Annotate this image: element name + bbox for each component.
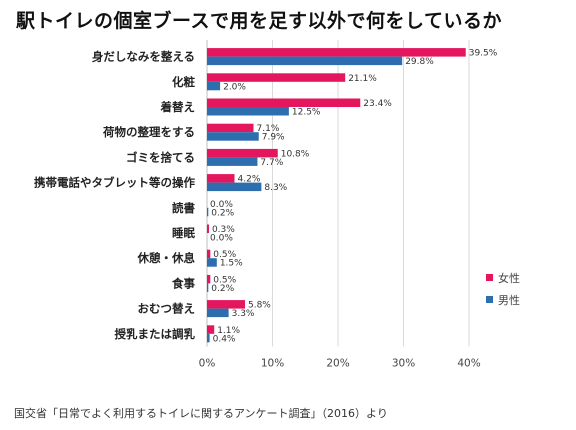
legend-label-male: 男性 (498, 293, 520, 307)
category-label: 荷物の整理をする (102, 125, 195, 139)
value-label: 0.0% (210, 200, 233, 210)
value-label: 0.5% (213, 275, 236, 285)
bar-male (207, 283, 209, 292)
value-label: 12.5% (292, 108, 321, 118)
x-tick-labels: 0% 10% 20% 30% 40% (199, 357, 481, 369)
bar-female (207, 300, 245, 309)
value-label: 10.8% (281, 149, 310, 159)
bar-male (207, 308, 229, 318)
bars (207, 48, 466, 343)
legend-swatch-male (486, 296, 493, 303)
bar-male (207, 81, 221, 91)
category-labels: 身だしなみを整える化粧着替え荷物の整理をするゴミを捨てる携帯電話やタブレット等の… (34, 50, 195, 341)
bar-male (207, 157, 258, 166)
grid-lines (206, 40, 470, 347)
value-label: 7.9% (262, 133, 285, 143)
value-label: 7.7% (260, 158, 283, 168)
bar-female (207, 98, 361, 107)
value-label: 0.4% (213, 334, 236, 344)
bar-female (207, 249, 211, 259)
category-label: 休憩・休息 (137, 251, 196, 265)
value-label: 1.5% (220, 259, 243, 269)
value-label: 0.2% (211, 284, 234, 294)
value-label: 5.8% (248, 301, 271, 311)
x-tick-label: 20% (326, 357, 349, 369)
x-tick-label: 10% (261, 357, 284, 369)
category-label: ゴミを捨てる (126, 150, 195, 164)
bar-female (207, 174, 235, 183)
chart-title: 駅トイレの個室ブースで用を足す以外で何をしているか (16, 10, 502, 32)
legend-swatch-female (486, 274, 493, 281)
value-labels: 39.5% 29.8% 21.1% 2.0% 23.4% 12.5% 7.1%7.9% 10.… (210, 49, 498, 345)
bar-male (207, 132, 259, 141)
category-label: 読書 (172, 201, 195, 215)
bar-male (207, 182, 262, 192)
value-label: 21.1% (348, 74, 377, 84)
bar-male (207, 107, 289, 116)
bar-male (207, 258, 217, 267)
x-tick-label: 40% (457, 357, 480, 369)
value-label: 0.5% (213, 250, 236, 260)
value-label: 7.1% (257, 124, 280, 134)
category-label: 授乳または調乳 (115, 327, 196, 341)
bar-male (207, 333, 210, 343)
category-label: 化粧 (172, 75, 195, 89)
legend-label-female: 女性 (498, 271, 520, 285)
value-label: 3.3% (232, 309, 255, 319)
value-label: 1.1% (217, 326, 240, 336)
value-label: 0.2% (211, 208, 234, 218)
category-label: 睡眠 (172, 226, 195, 240)
bar-female (207, 274, 211, 284)
value-label: 8.3% (264, 183, 287, 193)
value-label: 4.2% (238, 175, 261, 185)
bar-female (207, 148, 278, 158)
value-label: 0.3% (212, 225, 235, 235)
category-label: 食事 (172, 276, 195, 290)
bar-female (207, 224, 209, 233)
category-label: 携帯電話やタブレット等の操作 (34, 176, 195, 190)
value-label: 29.8% (405, 57, 434, 67)
value-label: 23.4% (363, 99, 392, 109)
x-tick-label: 30% (392, 357, 415, 369)
value-label: 39.5% (469, 49, 498, 59)
bar-female (207, 73, 346, 82)
value-label: 0.0% (210, 234, 233, 244)
bar-male (207, 56, 403, 66)
x-tick-label: 0% (199, 357, 216, 369)
category-label: 身だしなみを整える (92, 50, 195, 64)
source-note: 国交省「日常でよく利用するトイレに関するアンケート調査」（2016）より (14, 407, 388, 420)
bar-female (207, 123, 254, 133)
bar-female (207, 48, 466, 57)
value-label: 2.0% (223, 82, 246, 92)
bar-male (207, 207, 209, 217)
category-label: おむつ替え (138, 302, 196, 316)
bar-female (207, 325, 215, 334)
category-label: 着替え (160, 100, 196, 114)
